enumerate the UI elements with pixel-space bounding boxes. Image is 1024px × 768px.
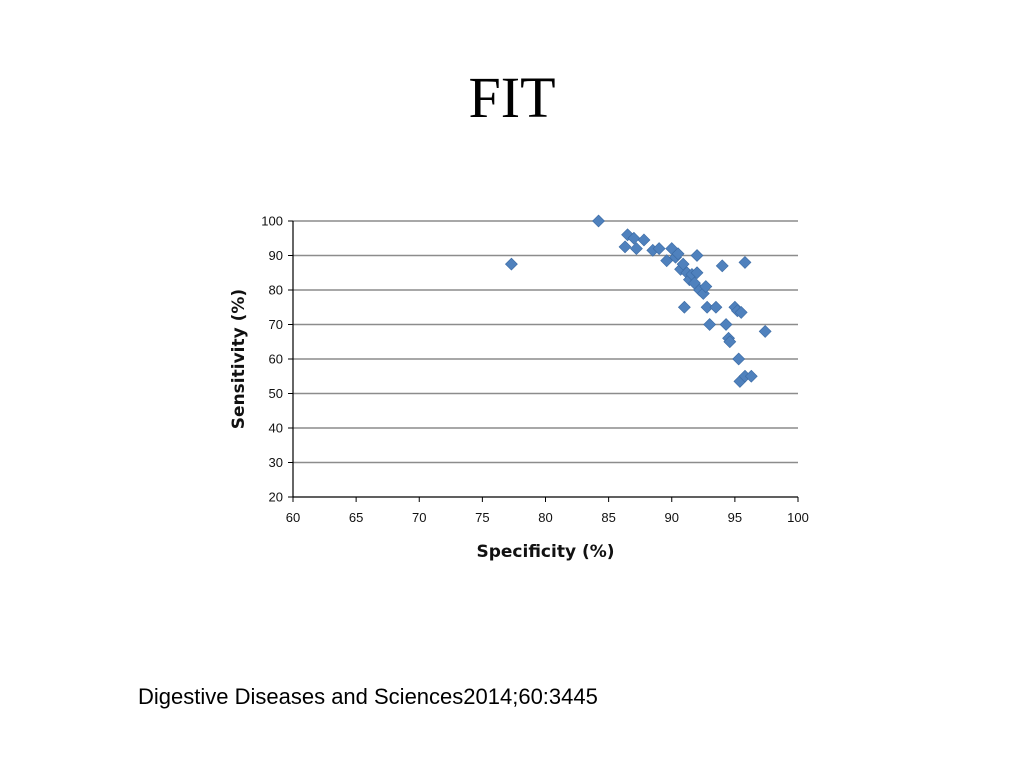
citation: Digestive Diseases and Sciences2014;60:3… <box>138 684 598 709</box>
y-tick-label-20: 20 <box>269 490 283 505</box>
data-point-24 <box>699 280 713 293</box>
y-tick-label-50: 50 <box>269 386 283 401</box>
x-axis-title: Specificity (%) <box>476 542 614 562</box>
data-point-8 <box>652 242 666 256</box>
data-point-27 <box>709 300 723 314</box>
data-point-1 <box>592 214 605 228</box>
data-point-3 <box>618 240 632 254</box>
data-point-22 <box>690 249 704 262</box>
data-points <box>504 214 772 388</box>
data-point-26 <box>703 318 717 331</box>
y-axis-title: Sensitivity (%) <box>229 289 249 429</box>
data-point-25 <box>700 300 714 314</box>
x-tick-label-90: 90 <box>665 510 679 525</box>
y-tick-label-90: 90 <box>269 248 283 263</box>
x-tick-label-80: 80 <box>538 510 552 525</box>
data-point-35 <box>734 306 748 319</box>
data-point-20 <box>690 266 704 280</box>
data-point-39 <box>744 369 758 383</box>
y-tick-label-100: 100 <box>261 214 283 229</box>
data-point-29 <box>719 318 733 331</box>
data-point-37 <box>738 255 752 269</box>
data-point-15 <box>677 300 691 314</box>
data-point-4 <box>627 231 641 245</box>
y-tick-label-80: 80 <box>269 283 283 298</box>
data-point-31 <box>723 335 737 349</box>
data-point-12 <box>671 247 685 261</box>
x-tick-labels: 60 65 70 75 80 85 90 95 100 <box>286 510 809 525</box>
data-point-33 <box>732 352 746 366</box>
y-tick-label-30: 30 <box>269 455 283 470</box>
x-tick-label-70: 70 <box>412 510 426 525</box>
x-tick-label-85: 85 <box>601 510 615 525</box>
x-tick-label-95: 95 <box>728 510 742 525</box>
y-tick-labels: 20 30 40 50 60 70 80 90 100 <box>261 214 283 505</box>
gridlines <box>293 220 798 464</box>
data-point-0 <box>504 257 518 271</box>
x-tick-label-60: 60 <box>286 510 300 525</box>
data-point-40 <box>758 324 772 338</box>
x-tick-label-65: 65 <box>349 510 363 525</box>
data-point-28 <box>715 259 729 273</box>
x-tick-label-75: 75 <box>475 510 489 525</box>
data-point-5 <box>629 242 643 256</box>
x-tick-label-100: 100 <box>787 510 809 525</box>
y-tick-label-40: 40 <box>269 421 283 436</box>
y-tick-label-70: 70 <box>269 317 283 332</box>
data-point-6 <box>637 233 651 247</box>
slide-title: FIT <box>468 65 556 130</box>
axes <box>288 220 799 502</box>
y-tick-label-60: 60 <box>269 352 283 367</box>
